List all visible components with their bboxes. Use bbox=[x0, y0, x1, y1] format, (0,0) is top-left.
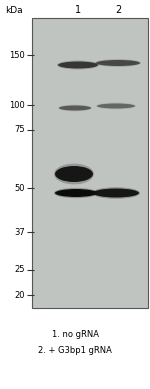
Text: 50: 50 bbox=[15, 184, 25, 193]
Text: 20: 20 bbox=[15, 291, 25, 300]
Ellipse shape bbox=[96, 103, 136, 109]
Ellipse shape bbox=[58, 61, 98, 68]
Text: 2. + G3bp1 gRNA: 2. + G3bp1 gRNA bbox=[38, 346, 112, 355]
Ellipse shape bbox=[96, 60, 140, 66]
Text: kDa: kDa bbox=[5, 5, 23, 14]
Ellipse shape bbox=[54, 188, 98, 198]
Ellipse shape bbox=[54, 164, 94, 184]
Text: 1. no gRNA: 1. no gRNA bbox=[51, 330, 99, 339]
Ellipse shape bbox=[58, 105, 92, 111]
Text: 37: 37 bbox=[14, 228, 25, 237]
Ellipse shape bbox=[55, 189, 97, 197]
Ellipse shape bbox=[57, 60, 99, 70]
Ellipse shape bbox=[55, 166, 93, 182]
Bar bbox=[32, 18, 148, 308]
Ellipse shape bbox=[97, 103, 135, 109]
Ellipse shape bbox=[59, 105, 91, 110]
Ellipse shape bbox=[95, 59, 141, 67]
Text: 25: 25 bbox=[15, 266, 25, 275]
Ellipse shape bbox=[93, 189, 139, 198]
Text: 2: 2 bbox=[115, 5, 121, 15]
Text: 100: 100 bbox=[9, 100, 25, 109]
Text: 75: 75 bbox=[14, 126, 25, 135]
Ellipse shape bbox=[92, 187, 140, 199]
Text: 150: 150 bbox=[9, 51, 25, 60]
Text: 1: 1 bbox=[75, 5, 81, 15]
